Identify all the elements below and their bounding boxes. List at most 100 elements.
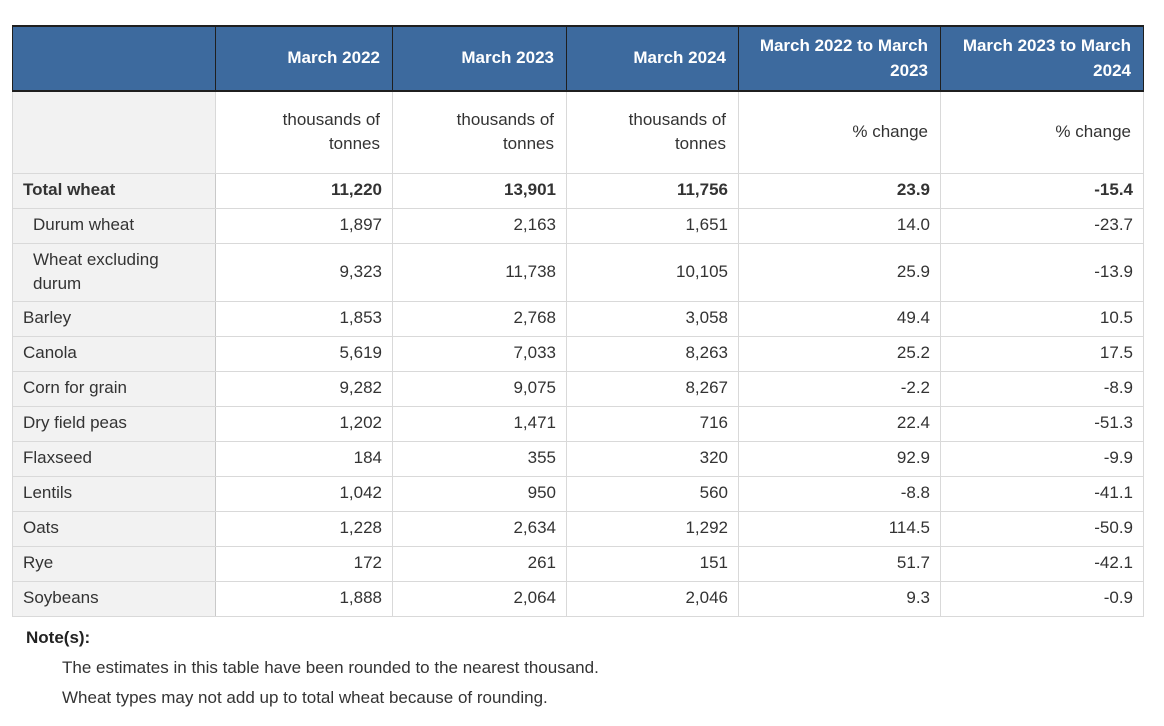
table-row: Rye 172 261 151 51.7 -42.1 <box>12 545 1144 582</box>
cell-value: 1,651 <box>566 207 739 244</box>
unit-cell: thousands of tonnes <box>566 90 739 174</box>
cell-value: 1,202 <box>215 405 393 442</box>
cell-value: 25.9 <box>738 242 941 302</box>
unit-row: thousands of tonnes thousands of tonnes … <box>12 90 1144 174</box>
note-line: The estimates in this table have been ro… <box>62 657 599 677</box>
row-label: Flaxseed <box>12 440 216 477</box>
cell-value: 25.2 <box>738 335 941 372</box>
cell-value: 11,756 <box>566 172 739 209</box>
cell-value: 261 <box>392 545 567 582</box>
cell-value: 716 <box>566 405 739 442</box>
cell-value: 17.5 <box>940 335 1144 372</box>
cell-value: 9,282 <box>215 370 393 407</box>
header-change-2022-2023: March 2022 to March 2023 <box>738 25 941 92</box>
cell-value: 10,105 <box>566 242 739 302</box>
table-row: Wheat excluding durum 9,323 11,738 10,105 25… <box>12 242 1144 302</box>
row-label: Lentils <box>12 475 216 512</box>
cell-value: 9.3 <box>738 580 941 617</box>
header-march-2022: March 2022 <box>215 25 393 92</box>
row-label: Oats <box>12 510 216 547</box>
cell-value: 184 <box>215 440 393 477</box>
cell-value: 49.4 <box>738 300 941 337</box>
cell-value: 22.4 <box>738 405 941 442</box>
cell-value: 7,033 <box>392 335 567 372</box>
row-label: Corn for grain <box>12 370 216 407</box>
row-label: Total wheat <box>12 172 216 209</box>
header-march-2024: March 2024 <box>566 25 739 92</box>
row-label: Barley <box>12 300 216 337</box>
cell-value: 320 <box>566 440 739 477</box>
table-row: Corn for grain 9,282 9,075 8,267 -2.2 -8.9 <box>12 370 1144 407</box>
cell-value: 2,163 <box>392 207 567 244</box>
cell-value: 2,064 <box>392 580 567 617</box>
table-row: Total wheat 11,220 13,901 11,756 23.9 -15.4 <box>12 172 1144 209</box>
table-body: Total wheat 11,220 13,901 11,756 23.9 -15.4 Du… <box>12 172 1144 617</box>
row-label: Soybeans <box>12 580 216 617</box>
row-label: Wheat excluding durum <box>12 242 216 302</box>
cell-value: 560 <box>566 475 739 512</box>
header-corner-cell <box>12 25 216 92</box>
cell-value: 9,323 <box>215 242 393 302</box>
notes-heading: Note(s): <box>26 627 91 647</box>
cell-value: 14.0 <box>738 207 941 244</box>
cell-value: 950 <box>392 475 567 512</box>
row-label: Dry field peas <box>12 405 216 442</box>
cell-value: 1,853 <box>215 300 393 337</box>
cell-value: -8.8 <box>738 475 941 512</box>
row-label: Rye <box>12 545 216 582</box>
table-row: Lentils 1,042 950 560 -8.8 -41.1 <box>12 475 1144 512</box>
cell-value: 10.5 <box>940 300 1144 337</box>
table-row: Oats 1,228 2,634 1,292 114.5 -50.9 <box>12 510 1144 547</box>
cell-value: 1,042 <box>215 475 393 512</box>
cell-value: 11,220 <box>215 172 393 209</box>
cell-value: 172 <box>215 545 393 582</box>
table-header-row: March 2022 March 2023 March 2024 March 2… <box>12 25 1144 92</box>
cell-value: 355 <box>392 440 567 477</box>
commodity-stocks-table: March 2022 March 2023 March 2024 March 2… <box>12 25 1144 617</box>
cell-value: 9,075 <box>392 370 567 407</box>
cell-value: 8,267 <box>566 370 739 407</box>
cell-value: 1,897 <box>215 207 393 244</box>
cell-value: -51.3 <box>940 405 1144 442</box>
unit-cell: % change <box>738 90 941 174</box>
row-label: Durum wheat <box>12 207 216 244</box>
cell-value: 1,292 <box>566 510 739 547</box>
cell-value: 13,901 <box>392 172 567 209</box>
header-change-2023-2024: March 2023 to March 2024 <box>940 25 1144 92</box>
cell-value: 2,046 <box>566 580 739 617</box>
cell-value: 11,738 <box>392 242 567 302</box>
note-line: Wheat types may not add up to total whea… <box>62 687 548 707</box>
cell-value: 23.9 <box>738 172 941 209</box>
row-label: Canola <box>12 335 216 372</box>
cell-value: -41.1 <box>940 475 1144 512</box>
unit-cell: thousands of tonnes <box>215 90 393 174</box>
cell-value: -2.2 <box>738 370 941 407</box>
cell-value: -50.9 <box>940 510 1144 547</box>
cell-value: 5,619 <box>215 335 393 372</box>
table-row: Canola 5,619 7,033 8,263 25.2 17.5 <box>12 335 1144 372</box>
cell-value: 92.9 <box>738 440 941 477</box>
cell-value: -13.9 <box>940 242 1144 302</box>
header-march-2023: March 2023 <box>392 25 567 92</box>
cell-value: 1,888 <box>215 580 393 617</box>
cell-value: 1,228 <box>215 510 393 547</box>
table-row: Flaxseed 184 355 320 92.9 -9.9 <box>12 440 1144 477</box>
cell-value: 51.7 <box>738 545 941 582</box>
cell-value: 2,768 <box>392 300 567 337</box>
cell-value: -42.1 <box>940 545 1144 582</box>
unit-cell: thousands of tonnes <box>392 90 567 174</box>
page: March 2022 March 2023 March 2024 March 2… <box>12 25 1144 708</box>
cell-value: -0.9 <box>940 580 1144 617</box>
unit-cell: % change <box>940 90 1144 174</box>
cell-value: 114.5 <box>738 510 941 547</box>
cell-value: -9.9 <box>940 440 1144 477</box>
notes-section: Note(s): The estimates in this table hav… <box>12 628 1143 708</box>
cell-value: -23.7 <box>940 207 1144 244</box>
cell-value: 2,634 <box>392 510 567 547</box>
cell-value: 8,263 <box>566 335 739 372</box>
cell-value: 3,058 <box>566 300 739 337</box>
table-row: Durum wheat 1,897 2,163 1,651 14.0 -23.7 <box>12 207 1144 244</box>
table-row: Dry field peas 1,202 1,471 716 22.4 -51.3 <box>12 405 1144 442</box>
cell-value: -15.4 <box>940 172 1144 209</box>
table-row: Soybeans 1,888 2,064 2,046 9.3 -0.9 <box>12 580 1144 617</box>
